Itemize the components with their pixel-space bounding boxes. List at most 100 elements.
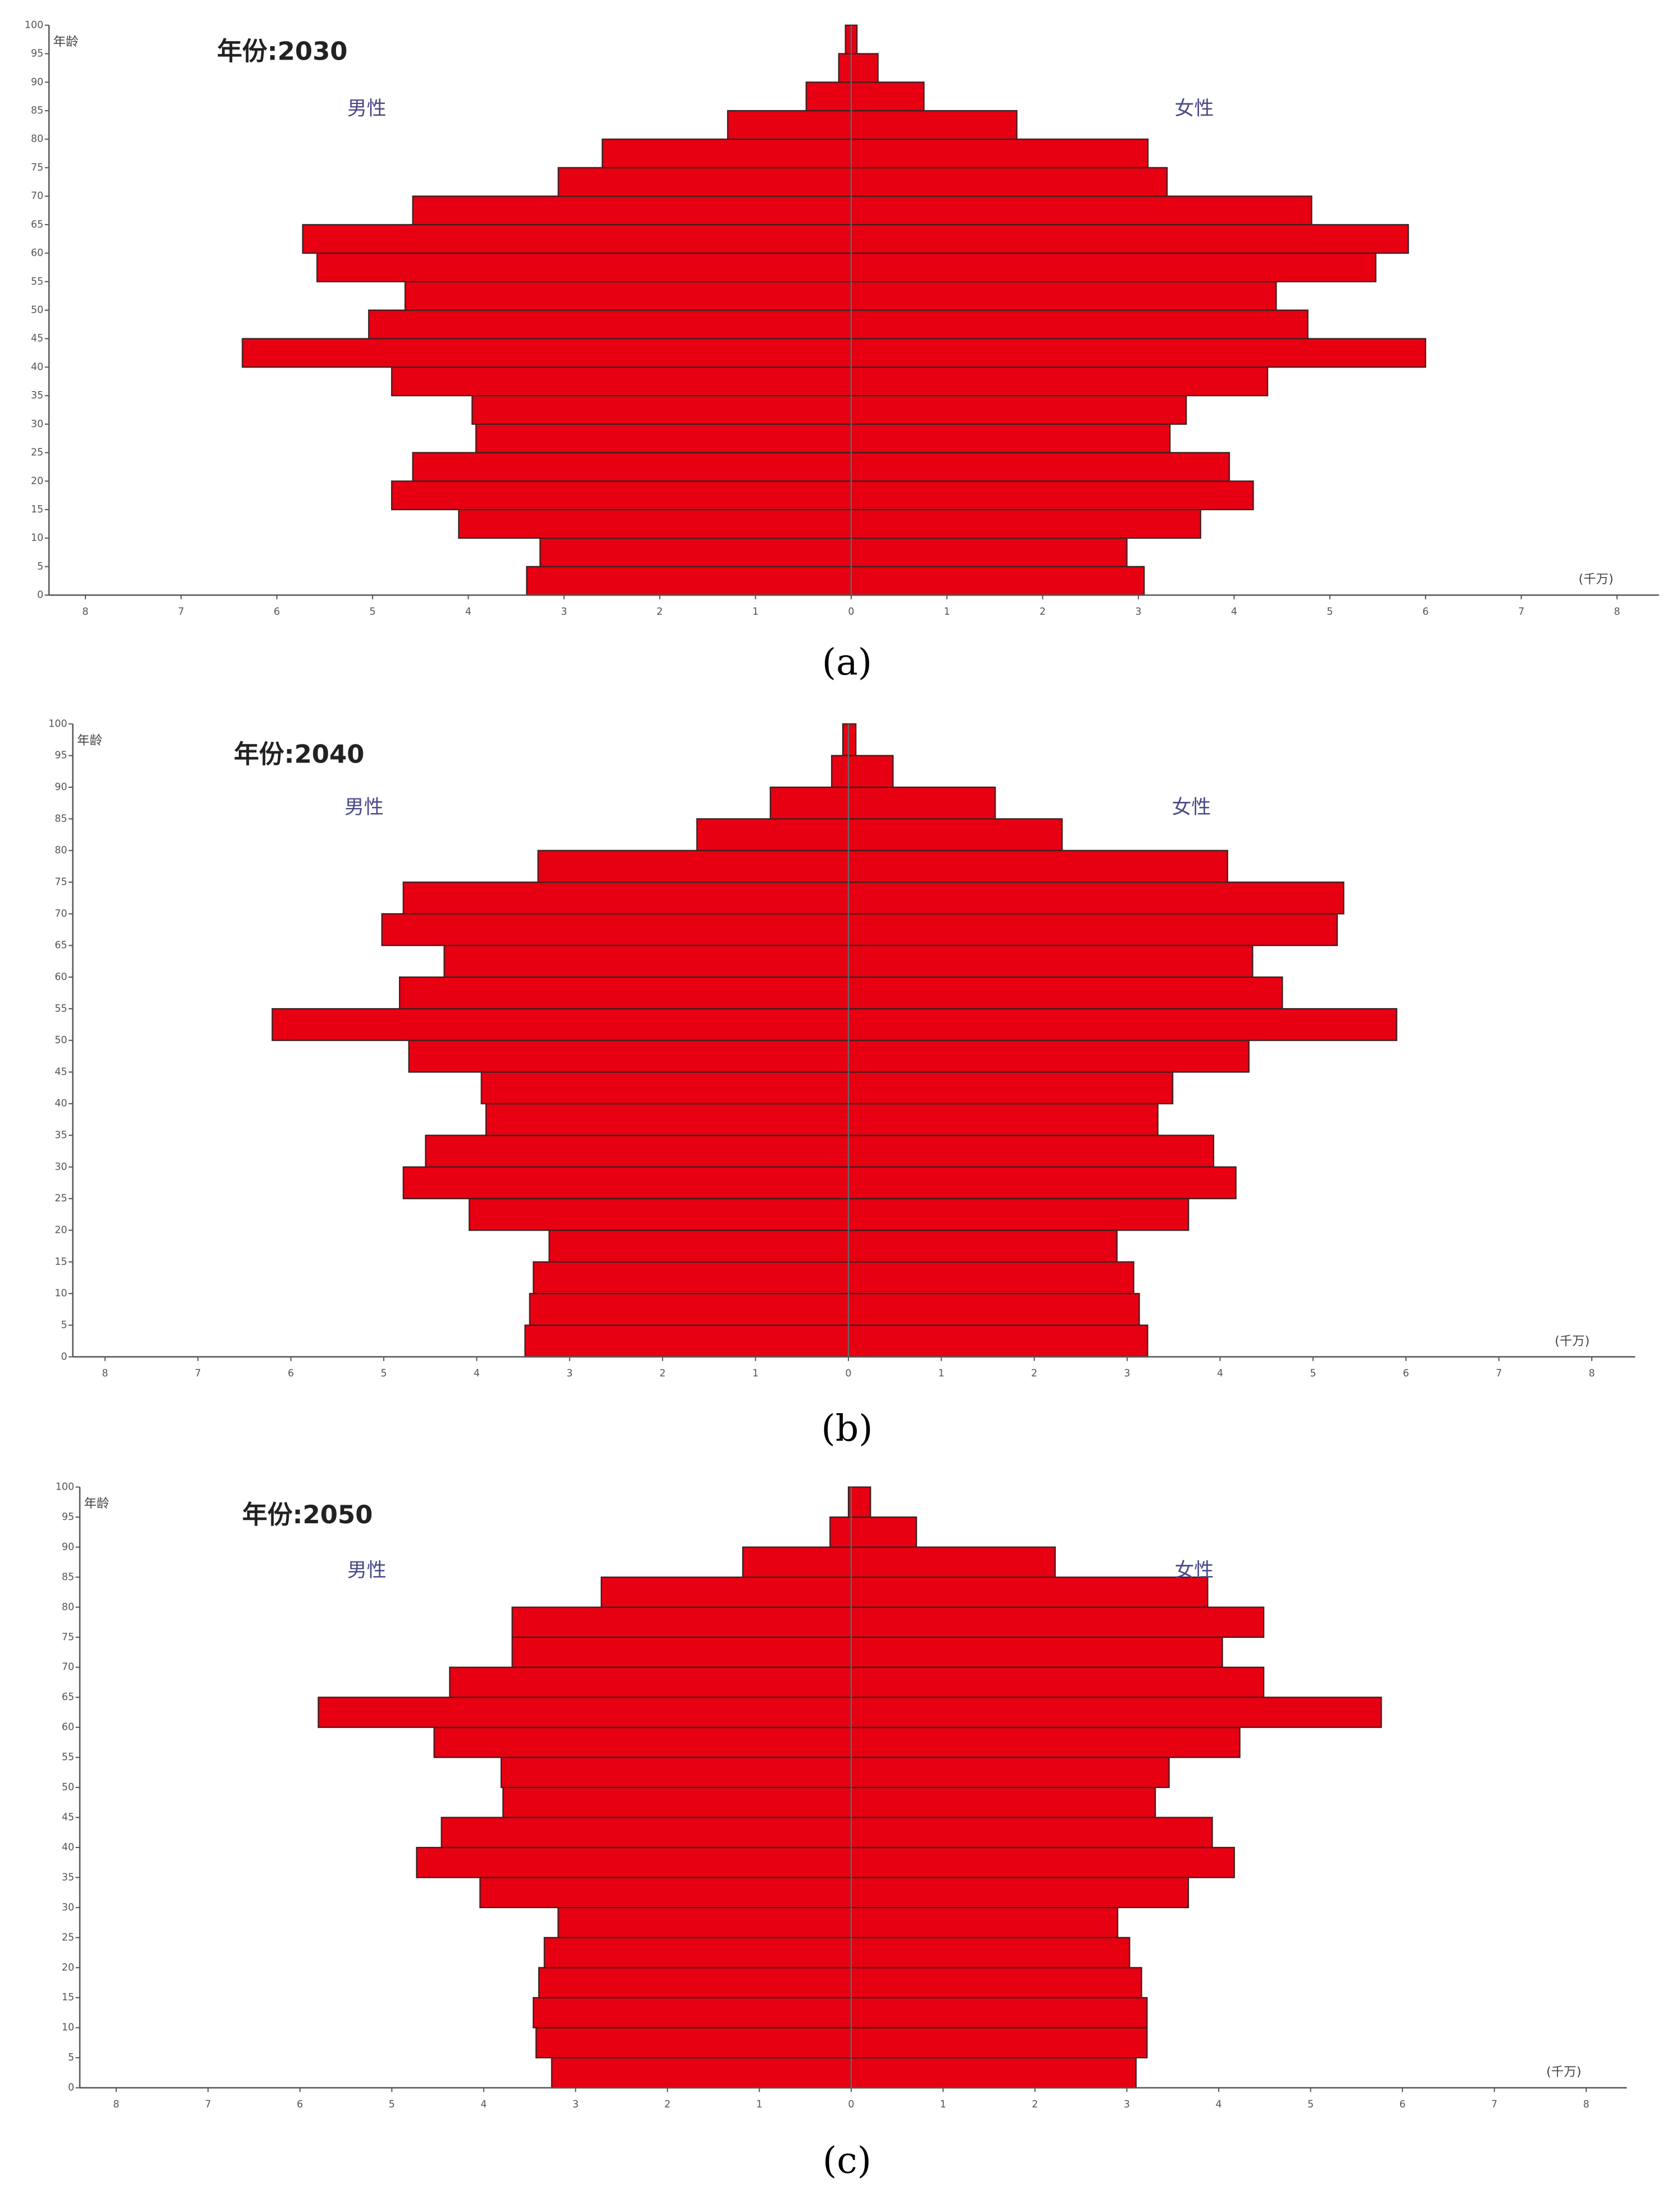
chart-title: 年份:2030 <box>217 37 347 66</box>
x-tick-label: 7 <box>1491 2099 1497 2110</box>
bar <box>316 252 852 283</box>
bar <box>538 1967 852 1999</box>
x-tick-label: 8 <box>1583 2099 1590 2110</box>
bar <box>844 24 852 55</box>
y-tick-label: 45 <box>31 333 43 344</box>
bar <box>847 881 1345 915</box>
bar <box>847 1134 1215 1168</box>
bar <box>399 976 850 1010</box>
bar <box>850 1846 1235 1878</box>
bar <box>535 2027 852 2059</box>
bar <box>443 945 850 978</box>
y-tick-label: 40 <box>31 361 43 373</box>
x-tick-label: 5 <box>380 1368 387 1379</box>
bar <box>471 395 852 425</box>
legend-female: 女性 <box>1175 97 1214 120</box>
x-tick-label: 2 <box>1032 2099 1038 2110</box>
x-tick-label: 4 <box>480 2099 487 2110</box>
x-tick-label: 6 <box>297 2099 303 2110</box>
x-tick-label: 1 <box>938 1368 945 1379</box>
bar <box>391 480 852 511</box>
bar <box>449 1667 852 1698</box>
y-tick-label: 65 <box>55 940 67 951</box>
bar <box>838 53 852 83</box>
bar <box>842 723 850 756</box>
y-tick-label: 65 <box>62 1692 74 1703</box>
y-tick-label: 0 <box>37 589 43 601</box>
bar <box>847 945 1254 978</box>
y-tick-label: 40 <box>55 1098 67 1109</box>
y-tick-label: 70 <box>55 908 67 919</box>
bar <box>502 1786 852 1818</box>
bar <box>850 138 1149 169</box>
bar <box>696 818 850 851</box>
bar <box>526 566 852 596</box>
x-tick-label: 4 <box>465 606 471 618</box>
y-tick-label: 10 <box>31 533 43 544</box>
bar <box>769 786 850 820</box>
bar <box>850 1727 1241 1758</box>
bar <box>850 167 1168 197</box>
x-tick-label: 6 <box>1423 606 1429 618</box>
x-tick-label: 0 <box>845 1368 851 1379</box>
bar <box>511 1606 852 1638</box>
x-tick-label: 7 <box>1496 1368 1502 1379</box>
bar <box>850 1606 1265 1638</box>
chart-title: 年份:2050 <box>242 1500 373 1529</box>
bar <box>529 1293 850 1326</box>
x-axis-label: (千万) <box>1555 1334 1590 1349</box>
y-tick-label: 60 <box>31 248 43 259</box>
bar <box>850 24 858 55</box>
legend-male: 男性 <box>344 796 384 819</box>
x-tick-label: 6 <box>1399 2099 1405 2110</box>
bar <box>850 395 1187 425</box>
bar <box>412 452 852 482</box>
bar <box>805 81 852 112</box>
x-tick-label: 7 <box>205 2099 211 2110</box>
bar <box>850 452 1231 482</box>
y-tick-label: 10 <box>62 2022 74 2033</box>
y-tick-label: 10 <box>55 1288 67 1299</box>
bar <box>850 81 925 112</box>
bar <box>537 850 850 883</box>
bar <box>850 309 1309 339</box>
bar <box>850 2027 1148 2059</box>
y-tick-label: 95 <box>62 1511 74 1523</box>
bar <box>850 1907 1119 1939</box>
y-tick-label: 65 <box>31 219 43 230</box>
y-tick-label: 15 <box>31 504 43 515</box>
bar <box>727 110 852 140</box>
y-axis-label: 年龄 <box>53 34 79 49</box>
bar <box>368 309 852 339</box>
y-tick-label: 15 <box>62 1992 74 2003</box>
bar <box>847 1293 1140 1326</box>
bar <box>850 1877 1189 1909</box>
bar <box>831 755 850 788</box>
bar <box>850 2057 1137 2089</box>
bar <box>847 1229 1118 1263</box>
y-tick-label: 20 <box>55 1224 67 1236</box>
bar <box>500 1756 852 1789</box>
bar <box>402 881 850 915</box>
caption: (b) <box>821 1408 873 1450</box>
bar <box>533 1261 850 1295</box>
bar <box>416 1846 852 1878</box>
x-tick-label: 1 <box>752 606 759 618</box>
x-tick-label: 3 <box>1124 2099 1130 2110</box>
bar <box>850 1576 1209 1608</box>
bar <box>458 509 852 539</box>
x-tick-label: 8 <box>1588 1368 1595 1379</box>
y-tick-label: 90 <box>31 76 43 88</box>
bar <box>847 1040 1250 1073</box>
bar <box>850 1756 1170 1789</box>
bar <box>850 252 1377 283</box>
x-tick-label: 8 <box>113 2099 119 2110</box>
y-tick-label: 55 <box>62 1752 74 1763</box>
x-tick-label: 0 <box>848 2099 854 2110</box>
bar <box>433 1727 852 1758</box>
bar <box>850 1696 1382 1728</box>
bar <box>404 281 852 311</box>
bar <box>850 1516 918 1548</box>
legend-female: 女性 <box>1175 1559 1214 1582</box>
y-tick-label: 90 <box>62 1541 74 1553</box>
